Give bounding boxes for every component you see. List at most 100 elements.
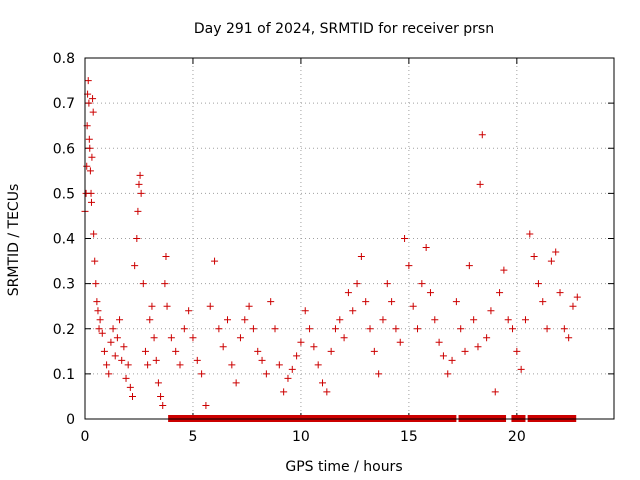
- data-point: [148, 302, 156, 310]
- y-tick-label: 0.8: [53, 51, 75, 67]
- data-point: [565, 334, 573, 342]
- data-point: [88, 153, 96, 161]
- data-point: [388, 298, 396, 306]
- data-point: [314, 361, 322, 369]
- data-point: [483, 334, 491, 342]
- data-point: [116, 316, 124, 324]
- data-point: [236, 334, 244, 342]
- data-point: [284, 374, 292, 382]
- data-point: [288, 365, 296, 373]
- data-point: [323, 388, 331, 396]
- data-point: [491, 388, 499, 396]
- x-tick-labels: 0 5 10 15 20: [81, 429, 526, 445]
- data-point: [409, 302, 417, 310]
- data-point: [224, 316, 232, 324]
- data-point: [202, 401, 210, 409]
- data-point: [530, 253, 538, 261]
- data-point: [157, 392, 165, 400]
- data-point: [107, 338, 115, 346]
- data-point: [134, 207, 142, 215]
- data-point: [258, 356, 266, 364]
- data-point: [86, 167, 94, 175]
- data-point: [547, 257, 555, 265]
- data-point: [135, 180, 143, 188]
- y-tick-label: 0.3: [53, 277, 75, 293]
- data-point: [111, 352, 119, 360]
- data-point: [504, 316, 512, 324]
- data-point: [474, 343, 482, 351]
- y-tick-label: 0.7: [53, 96, 75, 112]
- plot-frame: [84, 57, 615, 420]
- y-tick-label: 0.6: [53, 141, 75, 157]
- data-point: [327, 347, 335, 355]
- data-point: [496, 289, 504, 297]
- data-point: [439, 352, 447, 360]
- data-points: [81, 77, 581, 409]
- data-point: [301, 307, 309, 315]
- data-point: [319, 379, 327, 387]
- data-point: [344, 289, 352, 297]
- data-point: [146, 316, 154, 324]
- data-point: [87, 198, 95, 206]
- data-point: [228, 361, 236, 369]
- data-point: [517, 365, 525, 373]
- data-point: [89, 108, 97, 116]
- data-point: [154, 379, 162, 387]
- x-tick-label: 15: [400, 429, 418, 445]
- y-tick-label: 0.2: [53, 322, 75, 338]
- data-point: [211, 257, 219, 265]
- data-point: [271, 325, 279, 333]
- y-tick-label: 0: [66, 412, 75, 428]
- data-point: [113, 334, 121, 342]
- data-point: [526, 230, 534, 238]
- data-point: [476, 180, 484, 188]
- data-point: [167, 334, 175, 342]
- grid: [85, 58, 614, 419]
- data-point: [543, 325, 551, 333]
- data-point: [87, 189, 95, 197]
- data-point: [457, 325, 465, 333]
- data-point: [163, 302, 171, 310]
- data-point: [136, 171, 144, 179]
- data-point: [83, 162, 91, 170]
- data-point: [275, 361, 283, 369]
- data-point: [487, 307, 495, 315]
- data-point: [122, 374, 130, 382]
- data-point: [118, 356, 126, 364]
- data-point: [131, 262, 139, 270]
- data-point: [241, 316, 249, 324]
- data-point: [161, 280, 169, 288]
- data-point: [94, 307, 102, 315]
- data-point: [366, 325, 374, 333]
- y-axis-label: SRMTID / TECUs: [6, 184, 22, 297]
- x-tick-label: 5: [188, 429, 197, 445]
- data-point: [172, 347, 180, 355]
- data-point: [422, 244, 430, 252]
- data-point: [405, 262, 413, 270]
- data-point: [556, 289, 564, 297]
- data-point: [431, 316, 439, 324]
- data-point: [254, 347, 262, 355]
- data-point: [539, 298, 547, 306]
- data-point: [86, 144, 94, 152]
- data-point: [189, 334, 197, 342]
- data-point: [370, 347, 378, 355]
- data-point: [306, 325, 314, 333]
- data-point: [180, 325, 188, 333]
- data-point: [379, 316, 387, 324]
- data-point: [93, 298, 101, 306]
- y-tick-label: 0.4: [53, 232, 75, 248]
- data-point: [219, 343, 227, 351]
- data-point: [84, 77, 92, 85]
- data-point: [552, 248, 560, 256]
- data-point: [444, 370, 452, 378]
- y-tick-label: 0.5: [53, 186, 75, 202]
- data-point: [534, 280, 542, 288]
- data-point: [139, 280, 147, 288]
- data-point: [461, 347, 469, 355]
- data-point: [521, 316, 529, 324]
- data-point: [206, 302, 214, 310]
- data-point: [465, 262, 473, 270]
- data-point: [193, 356, 201, 364]
